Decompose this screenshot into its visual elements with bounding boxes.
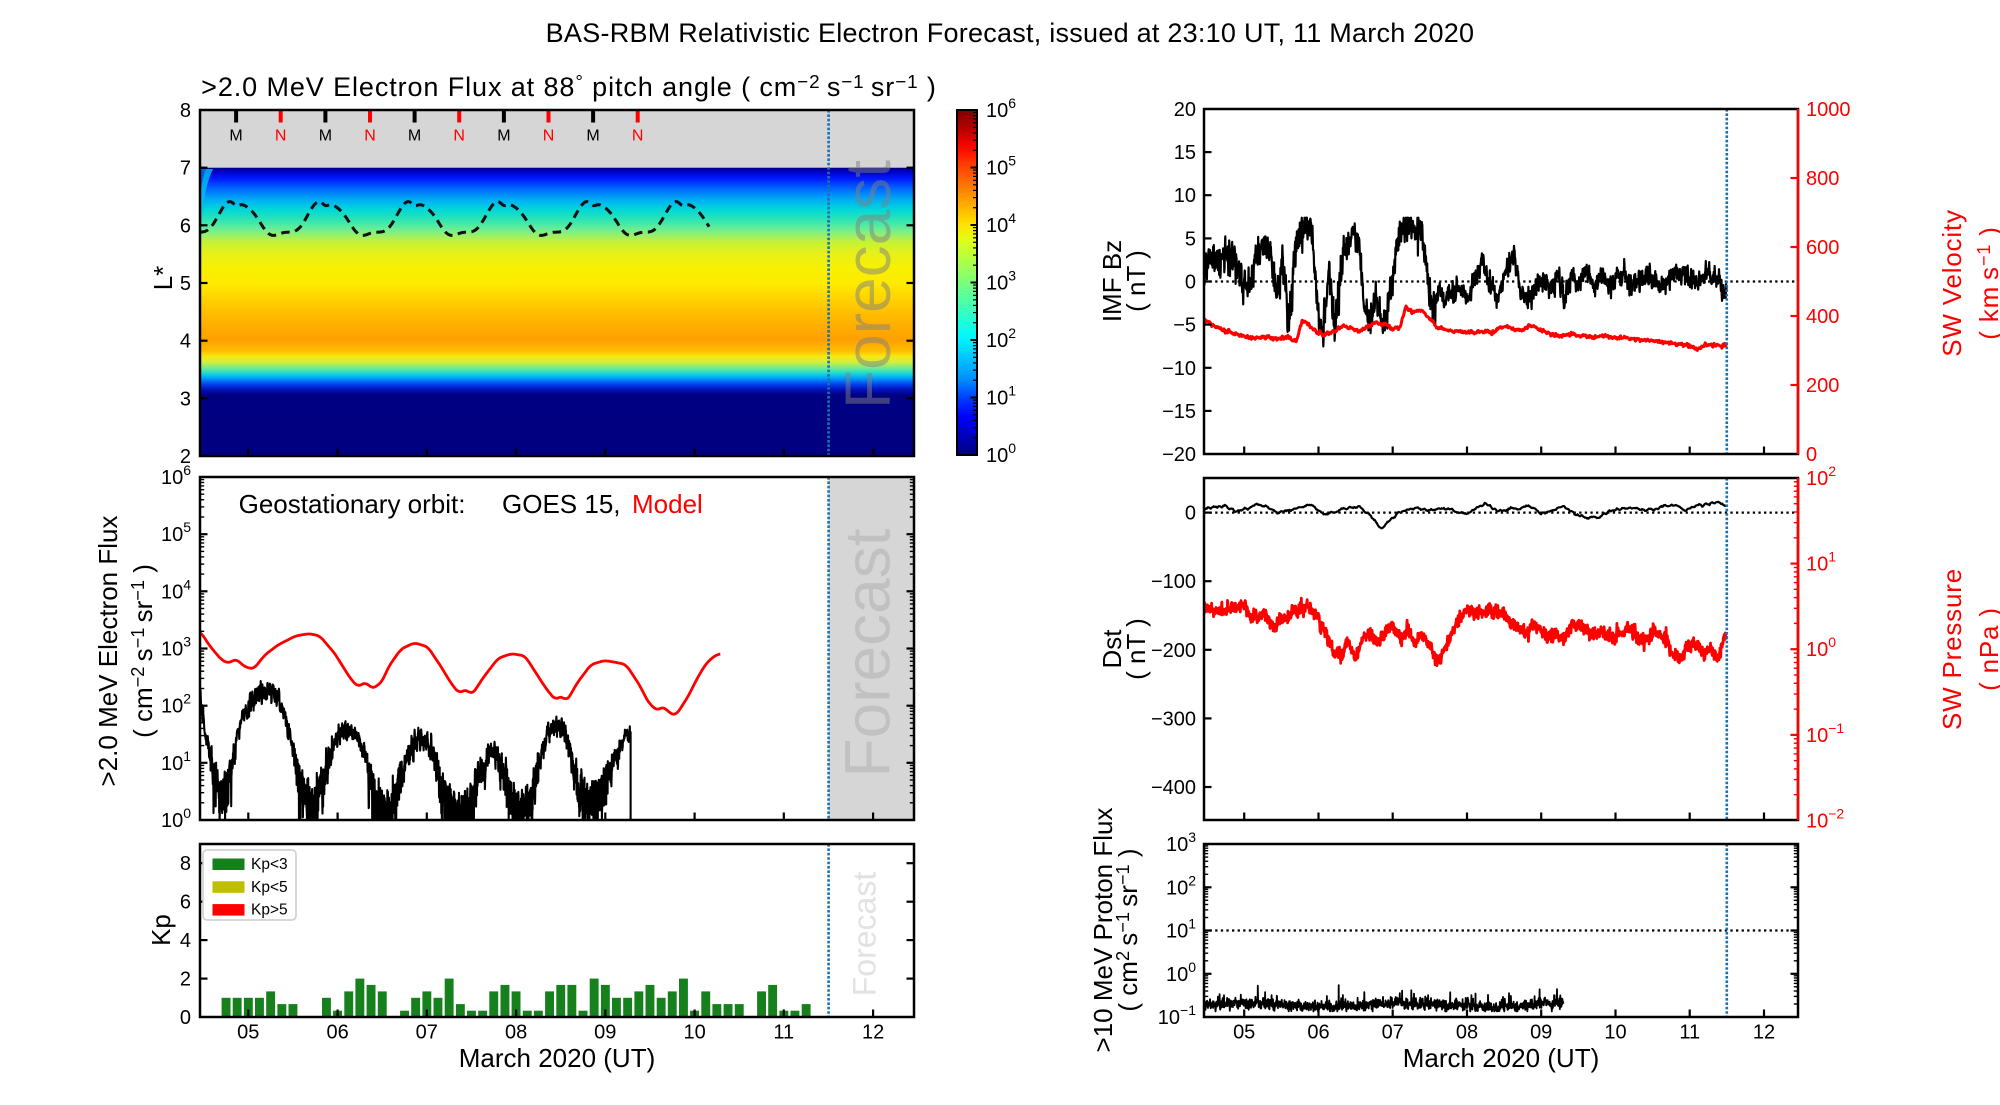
svg-text:Kp<3: Kp<3 [251, 856, 288, 873]
svg-text:( nPa ): ( nPa ) [1974, 607, 2000, 691]
svg-text:M: M [229, 128, 242, 145]
svg-text:Forecast: Forecast [847, 872, 883, 997]
svg-text:100: 100 [986, 440, 1016, 467]
svg-text:08: 08 [1456, 1022, 1478, 1044]
svg-text:0: 0 [1185, 272, 1196, 294]
svg-text:06: 06 [326, 1022, 348, 1044]
svg-text:IMF Bz: IMF Bz [1097, 240, 1127, 322]
svg-text:100: 100 [161, 805, 191, 832]
svg-text:08: 08 [505, 1022, 527, 1044]
svg-text:N: N [364, 128, 376, 145]
svg-text:N: N [275, 128, 287, 145]
svg-text:GOES 15,: GOES 15, [502, 489, 621, 519]
svg-text:20: 20 [1174, 99, 1196, 121]
svg-text:Model: Model [632, 489, 703, 519]
svg-text:Forecast: Forecast [832, 160, 904, 409]
svg-text:09: 09 [1530, 1022, 1552, 1044]
svg-text:10−1: 10−1 [1158, 1002, 1196, 1029]
svg-text:7: 7 [180, 158, 191, 180]
svg-text:−300: −300 [1151, 708, 1196, 730]
svg-text:09: 09 [594, 1022, 616, 1044]
svg-text:−15: −15 [1162, 401, 1196, 423]
svg-text:6: 6 [180, 215, 191, 237]
svg-text:>2.0 MeV Electron Flux: >2.0 MeV Electron Flux [93, 516, 123, 787]
svg-text:−20: −20 [1162, 444, 1196, 466]
svg-text:Geostationary orbit:: Geostationary orbit: [239, 489, 466, 519]
svg-text:5: 5 [1185, 228, 1196, 250]
svg-text:10: 10 [1174, 185, 1196, 207]
svg-text:06: 06 [1307, 1022, 1329, 1044]
svg-text:Kp<5: Kp<5 [251, 879, 288, 896]
svg-text:0: 0 [180, 1007, 191, 1029]
svg-text:M: M [586, 128, 599, 145]
svg-text:11: 11 [1679, 1022, 1700, 1044]
svg-text:−100: −100 [1151, 571, 1196, 593]
svg-text:( nT ): ( nT ) [1121, 618, 1151, 680]
svg-text:8: 8 [180, 100, 191, 122]
svg-text:07: 07 [416, 1022, 438, 1044]
svg-text:( cm−2 s−1 sr−1 ): ( cm−2 s−1 sr−1 ) [128, 564, 158, 738]
svg-text:>10 MeV Proton Flux: >10 MeV Proton Flux [1088, 808, 1118, 1053]
svg-text:15: 15 [1174, 142, 1196, 164]
svg-text:−10: −10 [1162, 358, 1196, 380]
svg-text:6: 6 [180, 892, 191, 914]
svg-text:10: 10 [683, 1022, 705, 1044]
svg-text:2: 2 [180, 446, 191, 468]
svg-text:600: 600 [1806, 237, 1839, 259]
svg-text:106: 106 [161, 462, 191, 489]
svg-text:05: 05 [1233, 1022, 1255, 1044]
svg-text:0: 0 [1806, 444, 1817, 466]
svg-text:800: 800 [1806, 168, 1839, 190]
svg-text:−200: −200 [1151, 640, 1196, 662]
svg-text:05: 05 [237, 1022, 259, 1044]
svg-text:Forecast: Forecast [832, 528, 904, 777]
svg-text:12: 12 [1753, 1022, 1775, 1044]
svg-text:11: 11 [773, 1022, 794, 1044]
svg-text:101: 101 [161, 748, 191, 775]
svg-text:5: 5 [180, 273, 191, 295]
svg-text:4: 4 [180, 930, 191, 952]
svg-text:10−2: 10−2 [1806, 806, 1844, 833]
svg-text:200: 200 [1806, 375, 1839, 397]
svg-text:M: M [319, 128, 332, 145]
svg-text:SW Pressure: SW Pressure [1937, 568, 1967, 730]
svg-text:( km s−1 ): ( km s−1 ) [1974, 226, 2000, 339]
svg-text:N: N [632, 128, 644, 145]
svg-text:12: 12 [862, 1022, 884, 1044]
svg-text:Kp>5: Kp>5 [251, 902, 288, 919]
svg-text:March 2020 (UT): March 2020 (UT) [1403, 1043, 1600, 1073]
svg-text:07: 07 [1382, 1022, 1404, 1044]
svg-text:10: 10 [1604, 1022, 1626, 1044]
svg-text:L*: L* [148, 266, 178, 291]
svg-text:Kp: Kp [146, 914, 176, 946]
svg-text:1000: 1000 [1806, 99, 1851, 121]
svg-text:M: M [408, 128, 421, 145]
svg-text:400: 400 [1806, 306, 1839, 328]
svg-text:4: 4 [180, 331, 191, 353]
svg-text:N: N [543, 128, 555, 145]
svg-text:( nT ): ( nT ) [1121, 250, 1151, 312]
svg-text:0: 0 [1185, 503, 1196, 525]
svg-text:N: N [453, 128, 465, 145]
svg-text:Dst: Dst [1097, 629, 1127, 669]
svg-text:>2.0 MeV Electron Flux at 88°: >2.0 MeV Electron Flux at 88° pitch angl… [201, 72, 937, 102]
svg-text:3: 3 [180, 388, 191, 410]
svg-text:BAS-RBM Relativistic Electron: BAS-RBM Relativistic Electron Forecast, … [546, 18, 1475, 48]
svg-text:−5: −5 [1173, 315, 1196, 337]
svg-text:−400: −400 [1151, 777, 1196, 799]
svg-text:SW Velocity: SW Velocity [1937, 209, 1967, 357]
svg-text:March 2020 (UT): March 2020 (UT) [459, 1043, 656, 1073]
svg-text:M: M [497, 128, 510, 145]
svg-text:2: 2 [180, 969, 191, 991]
svg-text:8: 8 [180, 853, 191, 875]
